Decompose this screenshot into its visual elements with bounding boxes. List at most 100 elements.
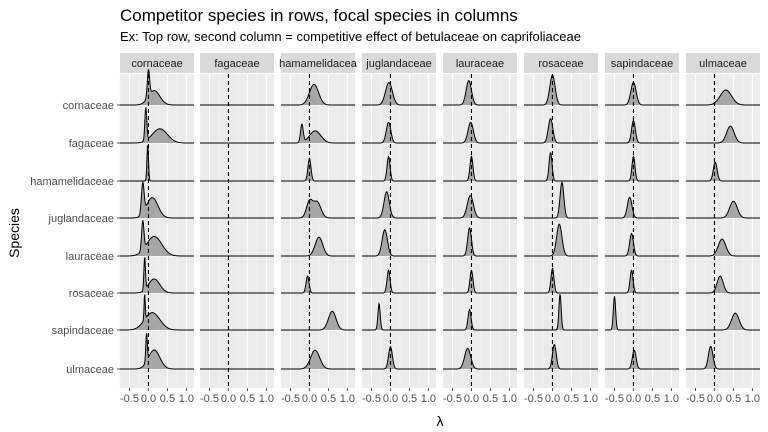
- y-tick-label: cornaceae: [63, 100, 114, 112]
- x-tick-label: -0.5: [443, 393, 462, 405]
- x-tick-label: 0.5: [564, 393, 579, 405]
- ridge-line-fagaceae: [362, 121, 436, 144]
- x-tick-label: 0.0: [302, 393, 317, 405]
- panel-background: [605, 74, 679, 388]
- x-tick-label: 0.5: [483, 393, 498, 405]
- strip-background: [120, 53, 194, 73]
- x-tick-label: 0.5: [240, 393, 255, 405]
- strip-background: [686, 53, 760, 73]
- ridge-line-ulmaceae: [686, 345, 760, 370]
- ridge-area-rosaceae: [120, 257, 194, 293]
- strip-label: fagaceae: [214, 58, 259, 70]
- ridge-line-sapindaceae: [686, 312, 760, 331]
- x-tick-label: 1.0: [340, 393, 355, 405]
- x-tick-label: 1.0: [259, 393, 274, 405]
- ridge-line-cornaceae: [524, 74, 598, 106]
- y-tick-label: juglandaceae: [48, 213, 114, 225]
- facet-fagaceae: fagaceae -0.5 0.0 0.5 1.0: [199, 53, 274, 405]
- ridge-line-fagaceae: [686, 125, 760, 144]
- ridge-line-juglandaceae: [281, 198, 355, 219]
- ridge-line-juglandaceae: [605, 196, 679, 219]
- x-tick-label: 0.0: [221, 393, 236, 405]
- ridge-line-fagaceae: [281, 123, 355, 144]
- ridge-line-ulmaceae: [281, 349, 355, 370]
- x-tick-label: 0.5: [645, 393, 660, 405]
- strip-background: [443, 53, 517, 73]
- strip-label: juglandaceae: [365, 58, 431, 70]
- strip-label: cornaceae: [131, 58, 182, 70]
- x-tick-label: -0.5: [524, 393, 543, 405]
- ridge-line-lauraceae: [686, 238, 760, 257]
- ridge-line-cornaceae: [120, 69, 194, 106]
- ridge-line-sapindaceae: [605, 296, 679, 331]
- x-tick-label: -0.5: [281, 393, 300, 405]
- y-tick-label: rosaceae: [69, 288, 114, 300]
- ridge-area-cornaceae: [120, 69, 194, 105]
- x-tick-label: 0.0: [626, 393, 641, 405]
- ridge-line-fagaceae: [443, 121, 517, 144]
- panel-background: [120, 74, 194, 388]
- x-tick-label: -0.5: [686, 393, 705, 405]
- y-axis-title: Species: [6, 208, 22, 258]
- ridge-area-cornaceae: [686, 90, 760, 105]
- y-tick-label: ulmaceae: [66, 364, 114, 376]
- strip-label: lauraceae: [456, 58, 504, 70]
- ridge-line-rosaceae: [443, 269, 517, 294]
- ridge-area-ulmaceae: [281, 350, 355, 369]
- ridge-line-hamamelidaceae: [524, 151, 598, 182]
- ridge-line-lauraceae: [362, 229, 436, 257]
- strip-background: [281, 53, 355, 73]
- ridge-line-fagaceae: [524, 117, 598, 144]
- ridge-line-fagaceae: [605, 119, 679, 144]
- ridge-line-juglandaceae: [362, 191, 436, 219]
- facet-lauraceae: lauraceae -0.5 0.0 0.5 1.0: [442, 53, 517, 405]
- x-tick-label: 0.5: [402, 393, 417, 405]
- strip-background: [605, 53, 679, 73]
- ridge-area-lauraceae: [686, 239, 760, 256]
- ridge-line-ulmaceae: [605, 349, 679, 370]
- x-tick-label: 0.5: [160, 393, 175, 405]
- ridge-area-cornaceae: [281, 84, 355, 105]
- y-axis: cornaceae fagaceae hamamelidaceae juglandac…: [30, 100, 120, 376]
- panel-background: [443, 74, 517, 388]
- x-tick-label: 0.5: [321, 393, 336, 405]
- ridge-area-fagaceae: [281, 124, 355, 143]
- x-tick-label: 0.0: [464, 393, 479, 405]
- ridge-line-sapindaceae: [281, 310, 355, 331]
- x-tick-label: 1.0: [421, 393, 436, 405]
- x-tick-label: 1.0: [664, 393, 679, 405]
- x-tick-label: 0.5: [726, 393, 741, 405]
- facet-juglandaceae: juglandaceae -0.5 0.0 0.5 1.0: [361, 53, 436, 405]
- ridge-line-ulmaceae: [120, 333, 194, 370]
- x-tick-label: 0.0: [141, 393, 156, 405]
- x-tick-label: -0.5: [605, 393, 624, 405]
- ridge-area-rosaceae: [686, 276, 760, 293]
- strip-label: sapindaceae: [611, 58, 673, 70]
- ridge-line-fagaceae: [120, 107, 194, 144]
- ridge-line-ulmaceae: [362, 345, 436, 370]
- y-tick-label: hamamelidaceae: [30, 176, 114, 188]
- strip-background: [200, 53, 274, 73]
- strip-label: hamamelidacea: [279, 58, 358, 70]
- ridge-line-lauraceae: [120, 220, 194, 257]
- ridge-line-rosaceae: [686, 275, 760, 294]
- strip-background: [524, 53, 598, 73]
- ridge-line-rosaceae: [281, 275, 355, 294]
- ridge-area-juglandaceae: [120, 182, 194, 218]
- x-tick-label: -0.5: [120, 393, 139, 405]
- ridge-line-hamamelidaceae: [281, 157, 355, 182]
- x-tick-label: 1.0: [745, 393, 760, 405]
- panel-background: [281, 74, 355, 388]
- ridge-line-sapindaceae: [443, 308, 517, 331]
- x-tick-label: 1.0: [502, 393, 517, 405]
- y-tick-label: lauraceae: [66, 251, 114, 263]
- ridge-line-rosaceae: [605, 269, 679, 294]
- facet-sapindaceae: sapindaceae -0.5 0.0 0.5 1.0: [604, 53, 679, 405]
- facet-ulmaceae: ulmaceae -0.5 0.0 0.5 1.0: [685, 53, 760, 405]
- ridge-line-lauraceae: [524, 223, 598, 257]
- ridge-line-juglandaceae: [443, 194, 517, 219]
- facet-cornaceae: cornaceae -0.5 0.0 0.5 1.0: [119, 53, 194, 405]
- ridge-area-ulmaceae: [120, 333, 194, 369]
- strip-label: ulmaceae: [699, 58, 747, 70]
